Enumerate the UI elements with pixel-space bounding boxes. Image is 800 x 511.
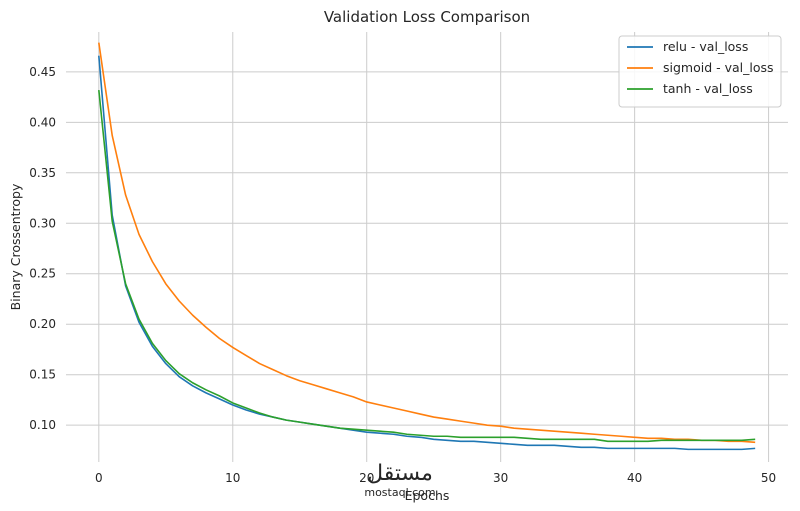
x-tick-label: 30 [493,471,508,485]
y-tick-label: 0.20 [29,317,56,331]
x-tick-label: 50 [761,471,776,485]
y-tick-label: 0.10 [29,418,56,432]
x-gridlines [98,32,770,462]
legend-box [618,35,782,108]
y-tick-label: 0.15 [29,368,56,382]
x-tick-label: 0 [95,471,103,485]
y-tick-label: 0.30 [29,216,56,230]
plot-lines [98,42,756,451]
y-axis-label: Binary Crossentropy [8,183,23,310]
legend-label-tanh: tanh - val_loss [663,81,753,96]
y-tick-label: 0.45 [29,65,56,79]
x-tick-label: 20 [359,471,374,485]
y-tick-label: 0.40 [29,115,56,129]
series-line-tanh [98,89,756,443]
x-tick-labels: 0 10 20 30 40 50 [95,471,776,485]
y-gridlines [66,71,788,426]
watermark: مستقل mostaql.com [364,461,435,499]
x-axis-label: Epochs [405,488,450,503]
watermark-latin: mostaql.com [364,486,435,499]
y-tick-labels: 0.10 0.15 0.20 0.25 0.30 0.35 0.40 0.45 [29,65,56,432]
legend-label-relu: relu - val_loss [663,39,748,54]
y-tick-label: 0.25 [29,267,56,281]
y-tick-label: 0.35 [29,166,56,180]
watermark-arabic: مستقل [367,461,433,486]
x-tick-label: 10 [225,471,240,485]
x-tick-label: 40 [627,471,642,485]
chart-title: Validation Loss Comparison [324,8,530,26]
series-line-sigmoid [98,42,756,444]
legend-label-sigmoid: sigmoid - val_loss [663,60,774,75]
series-line-relu [98,55,756,451]
